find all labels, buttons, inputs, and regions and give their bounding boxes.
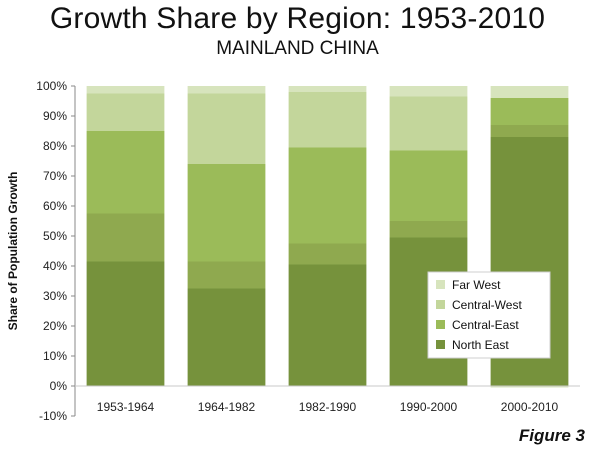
bar-segment-2000-2010-s4 — [490, 86, 569, 98]
y-tick-label: 50% — [43, 229, 67, 243]
y-tick-label: 70% — [43, 169, 67, 183]
bar-segment-1990-2000-s1 — [389, 221, 468, 238]
y-tick-label: 40% — [43, 259, 67, 273]
bar-segment-1990-2000-s4 — [389, 86, 468, 97]
legend-label: Central-East — [452, 318, 519, 332]
x-tick-label: 1982-1990 — [299, 400, 357, 414]
bar-segment-2000-2010-negative — [490, 386, 569, 388]
bar-segment-1953-1964-s2 — [86, 131, 165, 214]
chart-subtitle: MAINLAND CHINA — [216, 38, 379, 59]
y-tick-label: 80% — [43, 139, 67, 153]
bar-segment-1953-1964-s0 — [86, 261, 165, 386]
x-tick-label: 2000-2010 — [501, 400, 559, 414]
x-tick-label: 1990-2000 — [400, 400, 458, 414]
bar-segment-1982-1990-s2 — [288, 147, 367, 244]
chart-legend: Far West Central-West Central-East North Ea… — [427, 271, 551, 359]
bar-segment-1953-1964-s4 — [86, 86, 165, 94]
x-tick-label: 1964-1982 — [198, 400, 256, 414]
bar-segment-1964-1982-s3 — [187, 93, 266, 164]
legend-swatch — [436, 320, 445, 329]
chart-title: Growth Share by Region: 1953-2010 — [49, 2, 546, 35]
figure-label: Figure 3 — [518, 426, 585, 445]
bar-segment-2000-2010-s1 — [490, 125, 569, 137]
y-tick-label: 10% — [43, 349, 67, 363]
bar-segment-1964-1982-s4 — [187, 86, 266, 94]
y-axis-title: Share of Population Growth — [6, 172, 20, 331]
y-tick-label: 30% — [43, 289, 67, 303]
legend-label: Far West — [452, 278, 501, 292]
y-tick-label: 20% — [43, 319, 67, 333]
y-tick-label: -10% — [39, 409, 67, 423]
bar-segment-1964-1982-s0 — [187, 288, 266, 386]
bar-segment-1953-1964-s3 — [86, 93, 165, 131]
y-tick-label: 60% — [43, 199, 67, 213]
bar-segment-2000-2010-s2 — [490, 98, 569, 125]
y-tick-label: 90% — [43, 109, 67, 123]
legend-swatch — [436, 300, 445, 309]
legend-label: North East — [452, 338, 509, 352]
bar-segment-1982-1990-s1 — [288, 243, 367, 265]
legend-box — [427, 271, 551, 359]
y-tick-label: 100% — [36, 79, 67, 93]
bar-segment-1990-2000-s3 — [389, 96, 468, 151]
x-tick-label: 1953-1964 — [97, 400, 155, 414]
y-tick-label: 0% — [50, 379, 68, 393]
legend-swatch — [436, 280, 445, 289]
legend-swatch — [436, 340, 445, 349]
bar-segment-1953-1964-s1 — [86, 213, 165, 262]
legend-label: Central-West — [452, 298, 522, 312]
bar-segment-1982-1990-s3 — [288, 92, 367, 148]
bar-segment-1982-1990-s4 — [288, 86, 367, 92]
bar-segment-1990-2000-s2 — [389, 150, 468, 221]
bar-segment-1964-1982-s1 — [187, 261, 266, 289]
bar-segment-1964-1982-s2 — [187, 164, 266, 262]
bar-segment-1982-1990-s0 — [288, 264, 367, 386]
